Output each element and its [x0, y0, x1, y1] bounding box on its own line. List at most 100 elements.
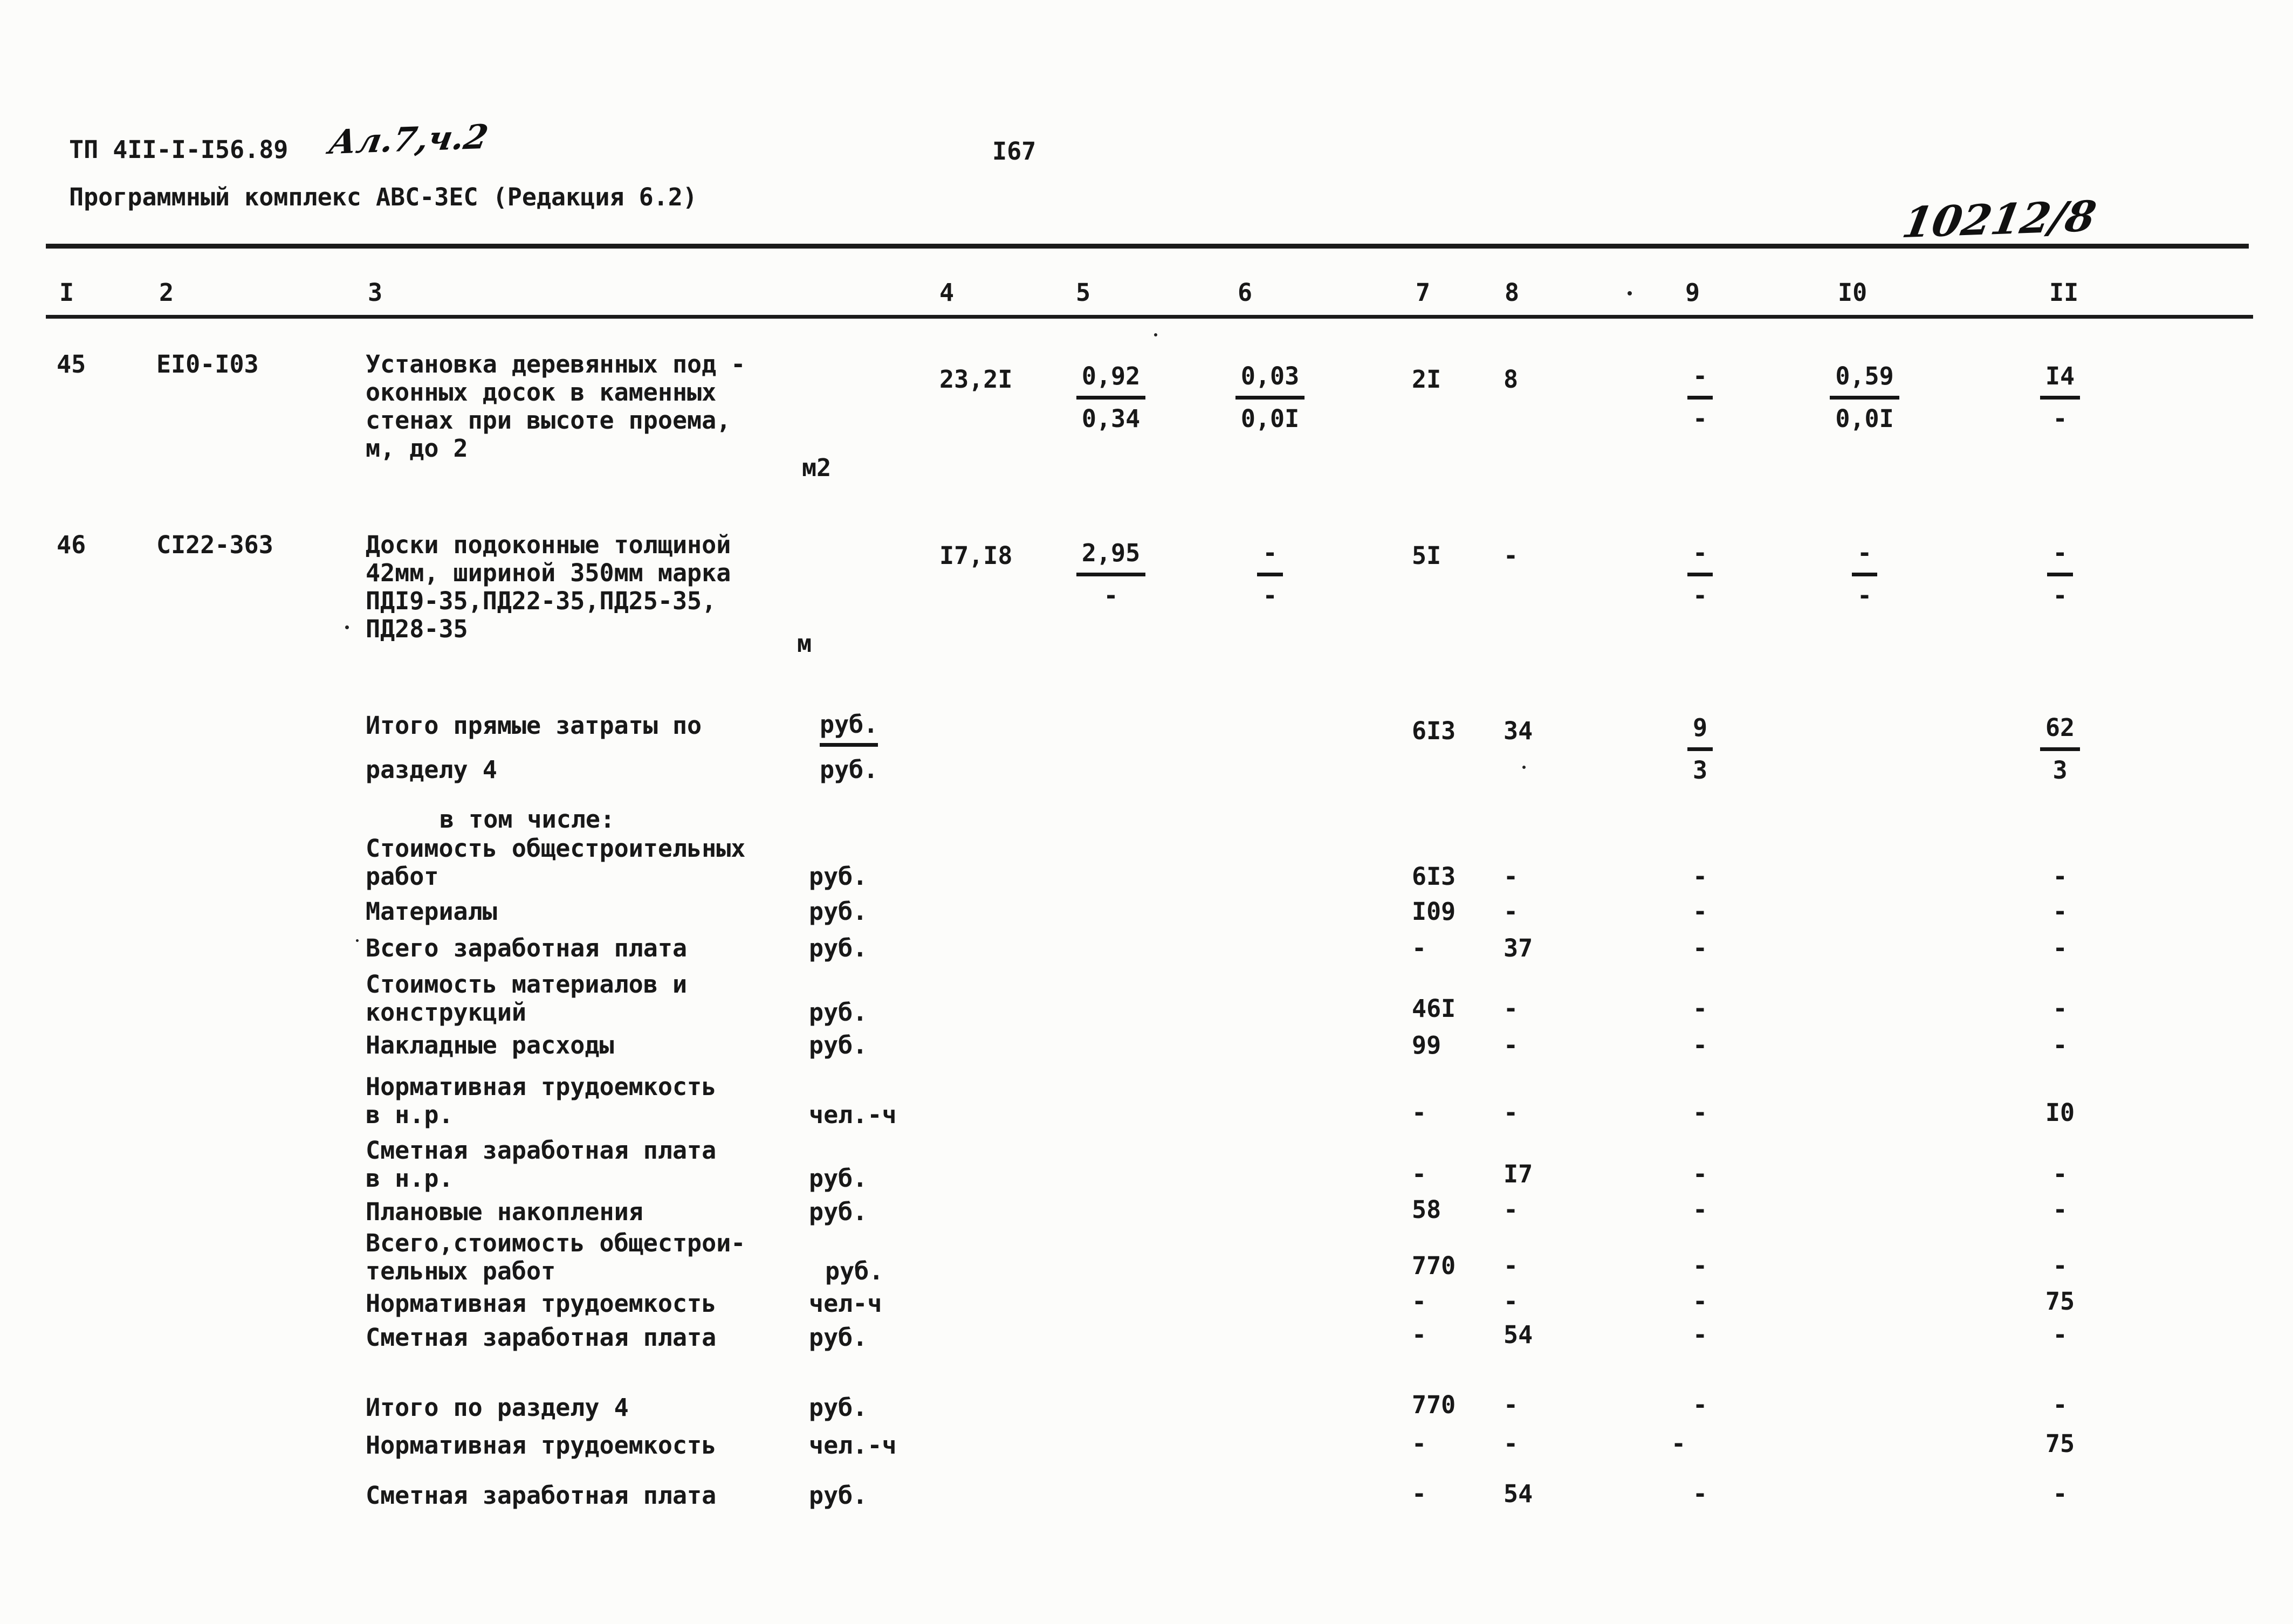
section-total-label: Сметная заработная плата — [366, 1481, 717, 1510]
unit-label: руб. — [809, 897, 868, 926]
value-fraction: - - — [1235, 539, 1305, 610]
item-description: Установка деревянных под - оконных досок… — [366, 350, 746, 463]
table-cell: - — [1504, 1391, 1519, 1419]
value-fraction: 9 3 — [1672, 714, 1728, 785]
fraction-top: - — [2047, 539, 2073, 576]
table-cell: - — [1412, 1429, 1427, 1458]
fraction-top: - — [1257, 539, 1283, 576]
doc-subtitle: Программный комплекс АВС-ЗЕС (Редакция 6… — [69, 183, 697, 211]
item-qty: I7,I8 — [939, 541, 1013, 570]
value-fraction: I4 - — [2030, 362, 2090, 433]
table-cell: - — [2052, 897, 2068, 926]
table-cell: - — [1692, 1480, 1708, 1508]
table-cell: - — [1504, 862, 1519, 891]
section-total-label: Итого по разделу 4 — [366, 1393, 629, 1422]
unit-label: руб. — [809, 1198, 868, 1226]
value-fraction: 62 3 — [2030, 714, 2090, 785]
fraction-bottom: 0,0I — [1835, 404, 1894, 433]
detail-row-label: Плановые накопления — [366, 1198, 643, 1226]
item-number: 45 — [57, 350, 86, 379]
fraction-top: - — [1687, 539, 1713, 576]
col-header-4: 4 — [939, 278, 955, 307]
including-header: в том числе: — [440, 805, 615, 834]
table-cell: - — [1692, 994, 1708, 1023]
top-rule — [46, 244, 2249, 249]
header-rule — [46, 315, 2253, 319]
unit-label: руб. — [809, 862, 868, 891]
fraction-top: 2,95 — [1076, 539, 1146, 576]
detail-row-label: Нормативная трудоемкость в н.р. — [366, 1072, 717, 1129]
fraction-bottom: - — [1103, 581, 1118, 610]
fraction-top: 9 — [1687, 714, 1713, 751]
item-unit: м2 — [802, 453, 832, 482]
fraction-bottom: - — [2052, 404, 2068, 433]
table-cell: 46I — [1412, 994, 1456, 1023]
fraction-top: 62 — [2040, 714, 2081, 751]
totals-direct-label-line1: Итого прямые затраты по — [366, 711, 702, 740]
table-cell: 75 — [2045, 1287, 2075, 1316]
fraction-top: - — [1687, 362, 1713, 400]
value-fraction: - - — [1672, 362, 1728, 433]
unit-label: руб. — [809, 1481, 868, 1510]
fraction-bottom: 3 — [1692, 756, 1708, 785]
table-cell: 5I — [1412, 541, 1441, 570]
unit-label: чел-ч — [809, 1289, 882, 1318]
table-cell: - — [1692, 1031, 1708, 1059]
col-header-9: 9 — [1685, 278, 1700, 307]
table-cell: 770 — [1412, 1391, 1456, 1419]
detail-row-label: Накладные расходы — [366, 1031, 614, 1059]
page-number: I67 — [992, 137, 1036, 166]
table-cell: I09 — [1412, 897, 1456, 926]
col-header-7: 7 — [1416, 278, 1431, 307]
value-fraction: 0,03 0,0I — [1235, 362, 1305, 433]
table-cell: 54 — [1504, 1320, 1533, 1349]
item-code: ЕI0-I03 — [156, 350, 259, 379]
fraction-bottom: 3 — [2052, 756, 2068, 785]
handwritten-note: Ал.7,ч.2 — [326, 116, 491, 162]
unit-label: руб. — [809, 1393, 868, 1422]
table-cell: - — [1692, 1098, 1708, 1127]
fraction-top: I4 — [2040, 362, 2081, 400]
table-cell: 99 — [1412, 1031, 1441, 1059]
table-cell: - — [1692, 1160, 1708, 1188]
table-cell: - — [2052, 1391, 2068, 1419]
fraction-bottom: 0,34 — [1081, 404, 1141, 433]
value-fraction: - - — [2030, 539, 2090, 610]
table-cell: - — [1692, 1251, 1708, 1280]
table-cell: - — [2052, 994, 2068, 1023]
table-cell: I0 — [2045, 1098, 2075, 1127]
scan-speck — [345, 625, 349, 629]
detail-row-label: Всего заработная плата — [366, 934, 688, 962]
table-cell: - — [1692, 1287, 1708, 1316]
detail-row-label: Нормативная трудоемкость — [366, 1289, 717, 1318]
table-cell: - — [1504, 1098, 1519, 1127]
table-cell: - — [1504, 1287, 1519, 1316]
detail-row-label: Материалы — [366, 897, 497, 926]
section-total-label: Нормативная трудоемкость — [366, 1431, 717, 1460]
fraction-bottom: - — [2052, 581, 2068, 610]
table-cell: - — [1504, 541, 1519, 570]
fraction-bottom: - — [1692, 404, 1708, 433]
table-cell: I7 — [1504, 1160, 1533, 1188]
table-cell: 2I — [1412, 365, 1441, 394]
table-cell: - — [1412, 1287, 1427, 1316]
col-header-10: I0 — [1838, 278, 1868, 307]
table-cell: - — [1412, 1480, 1427, 1508]
scan-speck — [1522, 766, 1526, 769]
table-cell: - — [2052, 934, 2068, 962]
doc-code: ТП 4II-I-I56.89 — [69, 135, 289, 164]
table-cell: - — [1504, 994, 1519, 1023]
value-fraction: - - — [1672, 539, 1728, 610]
table-cell: - — [1504, 1251, 1519, 1280]
table-cell: 770 — [1412, 1251, 1456, 1280]
table-cell: - — [1692, 1391, 1708, 1419]
fraction-bottom: - — [1857, 581, 1872, 610]
value-fraction: - - — [1825, 539, 1904, 610]
table-cell: - — [1412, 934, 1427, 962]
table-cell: - — [1412, 1098, 1427, 1127]
handwritten-number: 10212/8 — [1898, 191, 2100, 248]
value-fraction: 2,95 - — [1065, 539, 1157, 610]
col-header-8: 8 — [1505, 278, 1520, 307]
table-cell: 75 — [2045, 1429, 2075, 1458]
fraction-top: - — [1851, 539, 1878, 576]
